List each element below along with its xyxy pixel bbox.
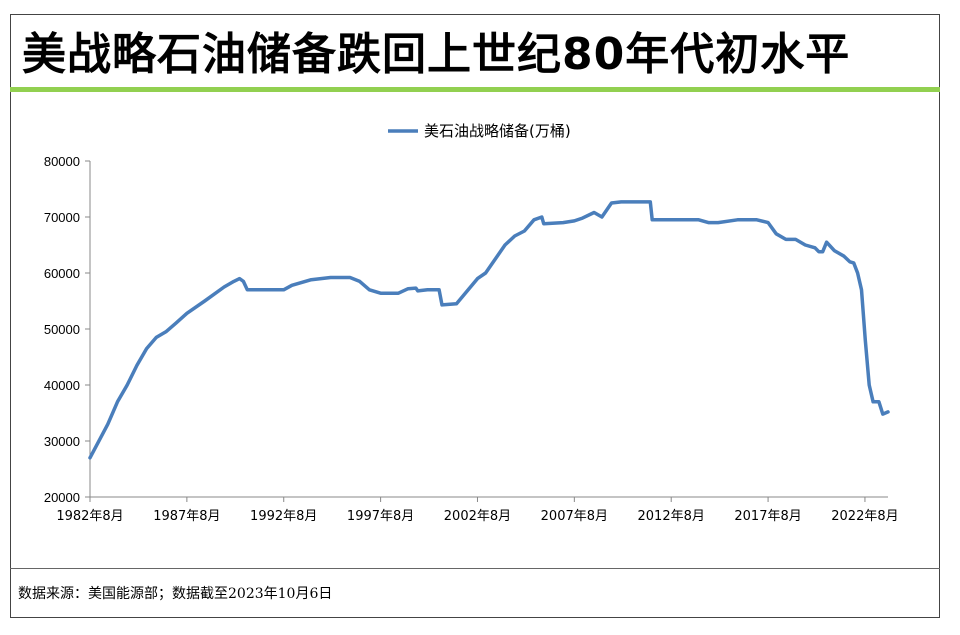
x-tick-label: 2007年8月	[541, 509, 608, 524]
line-chart: 20000 30000 40000 50000 60000 70000 80000 1982…	[44, 122, 899, 524]
legend-label: 美石油战略储备(万桶)	[424, 122, 571, 140]
y-axis: 20000 30000 40000 50000 60000 70000 80000	[44, 154, 91, 505]
y-tick-label: 40000	[44, 378, 80, 393]
y-tick-label: 20000	[44, 490, 80, 505]
y-tick-label: 50000	[44, 322, 80, 337]
legend: 美石油战略储备(万桶)	[388, 122, 571, 140]
x-tick-label: 1982年8月	[56, 509, 123, 524]
series-group	[88, 200, 890, 460]
x-axis: 1982年8月 1987年8月 1992年8月 1997年8月 2002年8月 2007年…	[56, 496, 899, 524]
source-note: 数据来源：美国能源部；数据截至2023年10月6日	[18, 586, 333, 602]
x-tick-label: 2022年8月	[831, 509, 898, 524]
y-tick-label: 60000	[44, 266, 80, 281]
y-tick-label: 70000	[44, 210, 80, 225]
footer-divider	[10, 568, 940, 569]
x-tick-label: 1987年8月	[153, 509, 220, 524]
x-tick-label: 2017年8月	[734, 509, 801, 524]
y-tick-label: 80000	[44, 154, 80, 169]
x-tick-label: 2012年8月	[638, 509, 705, 524]
page-title: 美战略石油储备跌回上世纪80年代初水平	[22, 29, 851, 80]
series-line	[88, 200, 890, 460]
x-tick-label: 2002年8月	[444, 509, 511, 524]
title-accent-bar	[10, 87, 940, 92]
x-tick-label: 1992年8月	[250, 509, 317, 524]
figure-frame	[10, 14, 940, 618]
x-tick-label: 1997年8月	[347, 509, 414, 524]
y-tick-label: 30000	[44, 434, 80, 449]
